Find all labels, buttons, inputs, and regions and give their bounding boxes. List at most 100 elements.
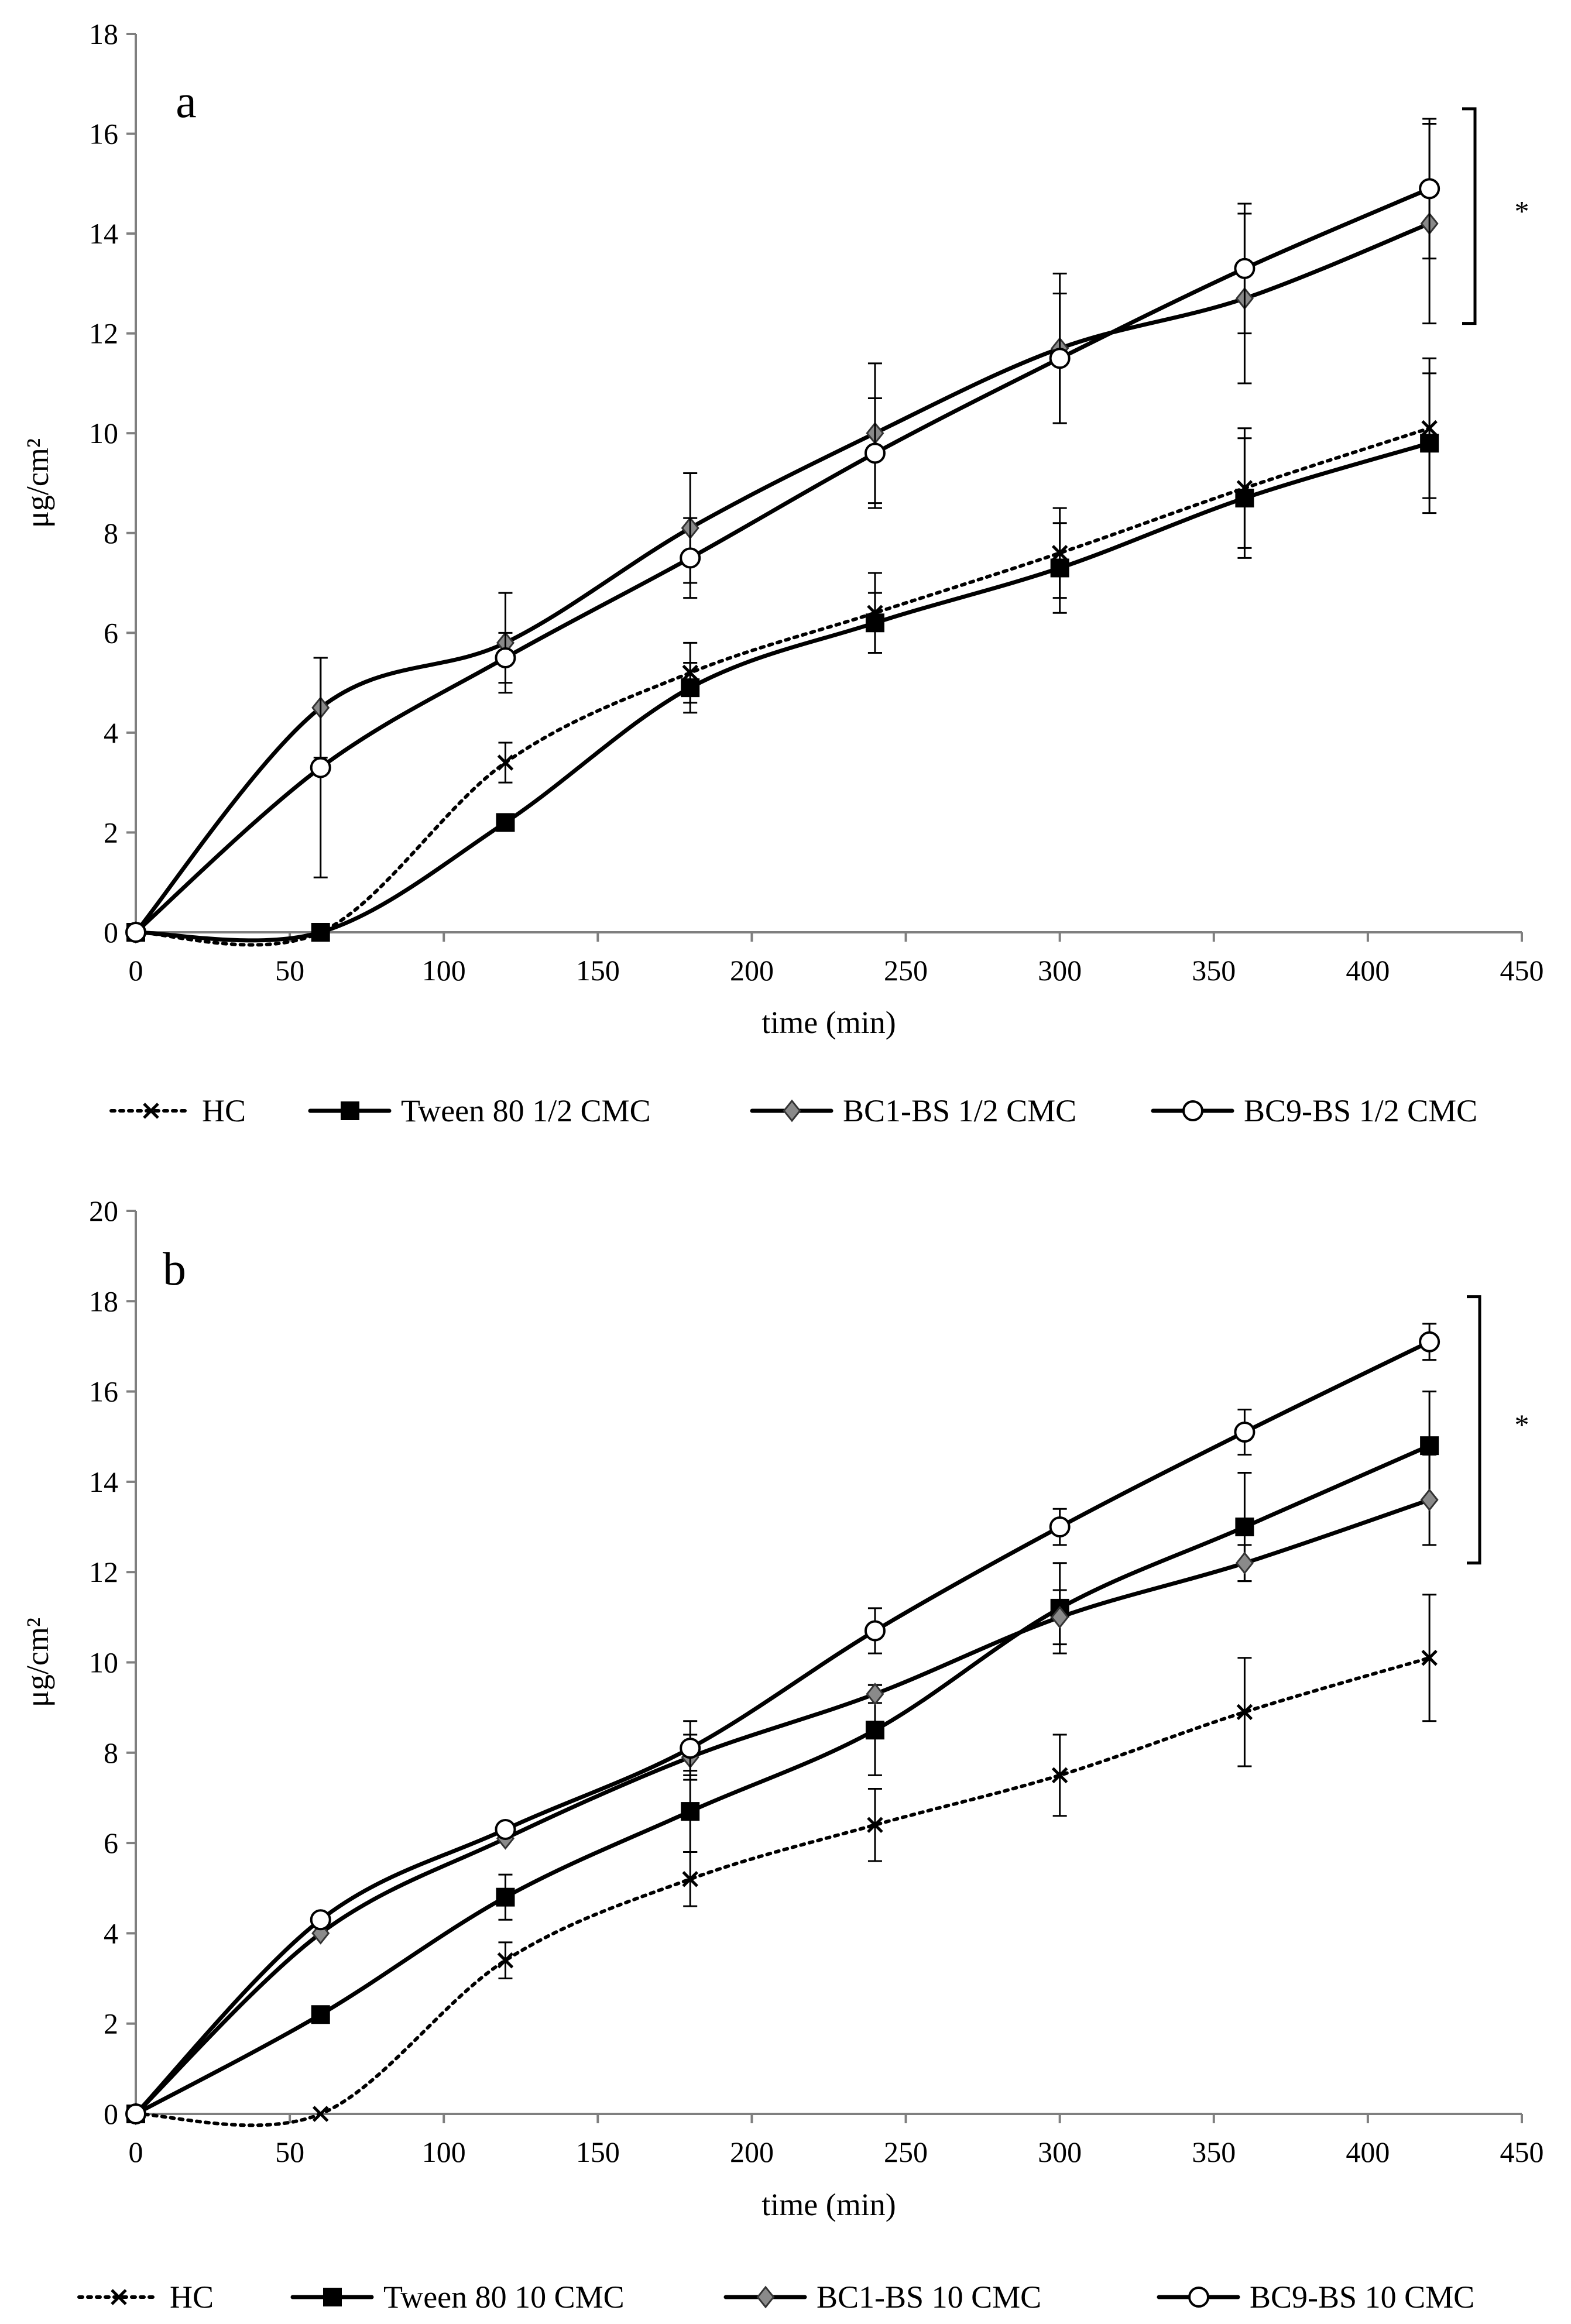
panel-a: 0 2 4 6 8 10 12 14 16 18 0 50 100 150 200 250 300 350 400 4… — [20, 18, 1544, 1128]
data-point — [497, 1952, 514, 1969]
y-tick-label: 18 — [89, 1285, 118, 1317]
legend-marker — [341, 1101, 359, 1120]
x-tick-label: 0 — [129, 2136, 143, 2168]
legend-label: BC9-BS 1/2 CMC — [1244, 1093, 1477, 1128]
y-tick-label: 0 — [104, 2098, 118, 2130]
series-line — [133, 441, 1432, 943]
legend-item-bc1-bs-10-cmc: BC1-BS 10 CMC — [723, 2280, 1041, 2315]
legend-label: BC1-BS 10 CMC — [817, 2280, 1041, 2315]
y-tick-label: 6 — [104, 616, 118, 649]
x-tick-label: 250 — [884, 954, 928, 987]
y-tick-label: 14 — [89, 1465, 118, 1498]
y-tick-label: 10 — [89, 417, 118, 449]
legend-label: Tween 80 1/2 CMC — [401, 1093, 651, 1128]
legend-label: HC — [170, 2280, 214, 2315]
data-point — [681, 678, 700, 698]
significance-star: * — [1515, 1408, 1529, 1441]
data-point — [1420, 1488, 1439, 1512]
data-point — [864, 1620, 886, 1642]
data-point — [496, 1887, 515, 1907]
legend-item-hc: HC — [77, 2280, 214, 2315]
x-tick-label: 150 — [576, 954, 620, 987]
data-point — [125, 922, 146, 943]
y-tick-label: 14 — [89, 217, 118, 250]
x-tick-label: 400 — [1346, 2136, 1390, 2168]
y-axis-title: μg/cm² — [20, 438, 55, 528]
x-tick-label: 50 — [275, 954, 304, 987]
x-tick-label: 200 — [730, 2136, 774, 2168]
significance-bracket — [1467, 1295, 1481, 1565]
series-line — [133, 1443, 1432, 2116]
data-point — [1420, 1436, 1439, 1455]
legend-item-hc: HC — [109, 1093, 246, 1128]
data-point — [866, 1683, 884, 1705]
data-point — [1421, 1650, 1438, 1666]
x-tick-label: 300 — [1038, 2136, 1082, 2168]
legend-item-tween-80-1-2-cmc: Tween 80 1/2 CMC — [308, 1093, 651, 1128]
data-point — [310, 1909, 331, 1931]
data-point — [1235, 489, 1254, 508]
data-point — [311, 923, 330, 942]
legend-item-bc9-bs-1-2-cmc: BC9-BS 1/2 CMC — [1151, 1093, 1477, 1128]
data-point — [1235, 1518, 1254, 1537]
series-line — [134, 1656, 1432, 2127]
y-axis-title: μg/cm² — [20, 1618, 55, 1707]
data-point — [497, 754, 514, 771]
data-point — [681, 1802, 700, 1821]
data-point — [1049, 1516, 1071, 1538]
legend-marker — [323, 2288, 342, 2306]
x-tick-label: 300 — [1038, 954, 1082, 987]
data-point — [1051, 1605, 1069, 1629]
legend-marker — [1188, 2287, 1209, 2308]
data-point — [680, 1738, 701, 1759]
y-tick-label: 18 — [89, 18, 118, 50]
x-tick-label: 350 — [1192, 2136, 1236, 2168]
x-tick-label: 0 — [129, 954, 143, 987]
y-tick-label: 2 — [104, 2007, 118, 2040]
data-point — [682, 1871, 698, 1887]
significance-bracket — [1462, 107, 1477, 325]
data-point — [865, 613, 884, 633]
legend-label: BC1-BS 1/2 CMC — [843, 1093, 1076, 1128]
significance-star: * — [1515, 194, 1529, 227]
y-tick-label: 4 — [104, 716, 118, 749]
y-tick-label: 6 — [104, 1827, 118, 1859]
y-tick-label: 8 — [104, 1736, 118, 1769]
legend-marker — [111, 2289, 127, 2305]
x-tick-label: 450 — [1500, 2136, 1544, 2168]
data-point — [496, 813, 515, 832]
series-hc — [128, 1594, 1438, 2127]
data-point — [312, 2106, 329, 2122]
x-tick-label: 150 — [576, 2136, 620, 2168]
x-tick-label: 250 — [884, 2136, 928, 2168]
legend-marker — [756, 2285, 775, 2309]
y-tick-label: 20 — [89, 1194, 118, 1227]
series-line — [133, 186, 1432, 935]
x-tick-label: 100 — [422, 2136, 466, 2168]
x-axis-title: time (min) — [762, 1005, 896, 1040]
data-point — [1050, 558, 1069, 578]
data-point — [310, 757, 331, 778]
legend-label: Tween 80 10 CMC — [383, 2280, 625, 2315]
x-tick-label: 400 — [1346, 954, 1390, 987]
legend-marker — [1182, 1100, 1203, 1121]
y-tick-label: 16 — [89, 1375, 118, 1408]
x-axis-title: time (min) — [762, 2187, 896, 2222]
legend-marker — [783, 1099, 801, 1122]
data-point — [867, 1817, 883, 1834]
x-tick-label: 450 — [1500, 954, 1544, 987]
series-bc9-bs-1-2-cmc — [125, 118, 1440, 943]
data-point — [1049, 348, 1071, 369]
data-point — [495, 1818, 516, 1840]
data-point — [1419, 178, 1440, 200]
y-tick-label: 12 — [89, 317, 118, 350]
data-point — [1234, 258, 1256, 279]
legend-label: HC — [202, 1093, 246, 1128]
data-point — [1051, 1767, 1068, 1784]
data-point — [865, 1721, 884, 1740]
legend-label: BC9-BS 10 CMC — [1250, 2280, 1474, 2315]
series-line — [134, 426, 1432, 947]
legend-item-bc1-bs-1-2-cmc: BC1-BS 1/2 CMC — [750, 1093, 1076, 1128]
